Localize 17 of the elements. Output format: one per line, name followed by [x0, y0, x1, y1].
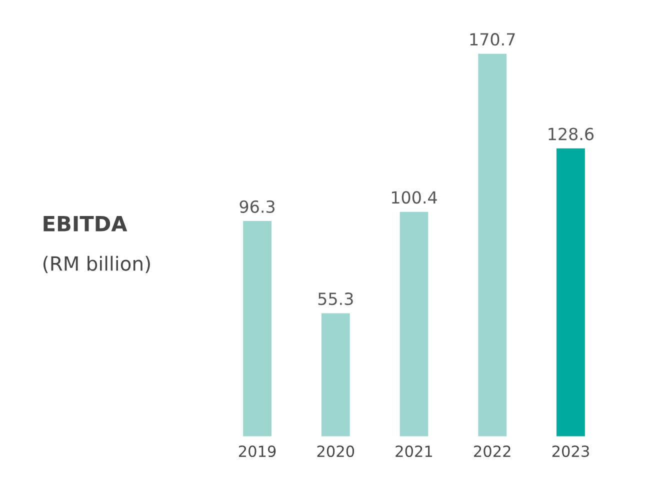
text: (RM billion): [43, 256, 150, 274]
bar: [398, 210, 430, 437]
bar: [242, 220, 273, 437]
x-tick-label: 2021: [396, 446, 432, 458]
data-label: 100.4: [392, 191, 437, 204]
data-label: 128.6: [548, 128, 594, 140]
bar: [320, 312, 352, 437]
x-tick-label: 2023: [552, 446, 589, 458]
x-tick-label: 2022: [474, 446, 510, 458]
data-label: 96.3: [240, 200, 274, 213]
x-tick-label: 2019: [238, 446, 276, 458]
bar: [555, 147, 586, 437]
x-tick-label: 2020: [317, 446, 354, 458]
bar: [476, 52, 508, 437]
text: EBITDA: [44, 216, 128, 232]
data-label: 170.7: [470, 33, 515, 46]
data-label: 55.3: [318, 292, 353, 306]
